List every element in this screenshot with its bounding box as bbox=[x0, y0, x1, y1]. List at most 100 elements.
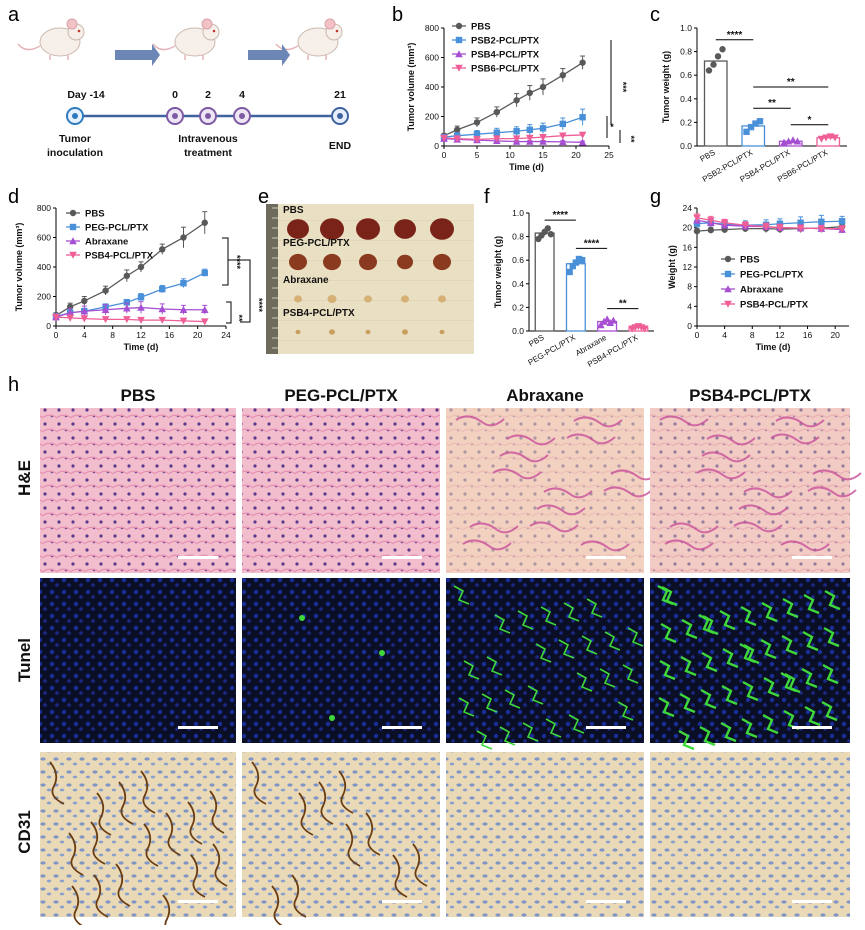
tunel-signal bbox=[504, 689, 521, 709]
y-tick-label: 0.0 bbox=[680, 141, 692, 151]
tunel-signal bbox=[702, 614, 719, 636]
vessel-stain bbox=[318, 781, 334, 825]
tumor-specimen bbox=[323, 253, 341, 271]
tumor-specimen bbox=[329, 329, 335, 335]
sig-label: * bbox=[808, 115, 812, 126]
x-tick-label: 8 bbox=[750, 330, 755, 340]
timeline-node-dot bbox=[239, 113, 245, 119]
legend-label: PBS bbox=[740, 255, 760, 266]
tunel-signal bbox=[762, 713, 779, 735]
panel-letter-h: h bbox=[8, 374, 20, 396]
photo-row-label: PBS bbox=[283, 205, 304, 216]
arrow bbox=[248, 44, 290, 66]
legend-marker bbox=[69, 209, 77, 217]
data-point bbox=[526, 89, 533, 97]
legend-marker bbox=[724, 270, 732, 278]
data-point bbox=[179, 305, 188, 313]
tunel-signal bbox=[661, 585, 678, 607]
hist-row-tunel: Tunel bbox=[15, 637, 34, 683]
photo-row-label: Abraxane bbox=[283, 275, 329, 286]
tunel-signal bbox=[527, 685, 544, 705]
tunel-signal bbox=[760, 638, 777, 660]
panel-letter-a: a bbox=[8, 4, 20, 26]
data-point bbox=[101, 305, 110, 313]
data-point bbox=[609, 316, 618, 324]
data-point bbox=[539, 133, 547, 141]
y-tick-label: 0.8 bbox=[512, 232, 524, 242]
photo-row-label: PEG-PCL/PTX bbox=[283, 238, 350, 249]
fiber bbox=[780, 540, 830, 552]
data-point bbox=[493, 129, 500, 136]
panel-letter-b: b bbox=[392, 4, 404, 26]
data-point bbox=[526, 126, 533, 133]
chart-d: 0 200 400 600 800 0 4 8 12 16 20 24 Time (d) Tumor vo… bbox=[14, 203, 264, 352]
data-point bbox=[513, 128, 520, 135]
data-point bbox=[473, 136, 481, 144]
x-tick-label: 0 bbox=[695, 330, 700, 340]
data-point bbox=[720, 219, 729, 227]
vessel-stain bbox=[165, 812, 181, 856]
timeline-node-dot bbox=[72, 113, 78, 119]
data-point bbox=[838, 218, 846, 225]
data-point bbox=[453, 135, 461, 143]
bar bbox=[703, 60, 728, 147]
vessel-stain bbox=[90, 821, 106, 865]
bar bbox=[816, 137, 841, 147]
vessel-stain bbox=[298, 792, 314, 836]
tunel-signal bbox=[463, 660, 480, 680]
data-point bbox=[80, 307, 89, 315]
data-point bbox=[201, 219, 208, 226]
x-tick-label: 12 bbox=[775, 330, 785, 340]
histology-grid bbox=[40, 408, 862, 930]
panel-letter-e: e bbox=[258, 186, 270, 208]
data-point bbox=[579, 59, 586, 66]
data-point bbox=[512, 135, 521, 143]
photo-row-label: PSB4-PCL/PTX bbox=[283, 308, 355, 319]
stage-label: END bbox=[329, 140, 352, 152]
legend-marker bbox=[69, 223, 77, 231]
x-axis-title: Time (d) bbox=[509, 162, 544, 172]
stroma-overlay bbox=[650, 408, 850, 573]
data-point bbox=[762, 223, 770, 231]
sig-label: **** bbox=[584, 238, 600, 249]
mouse-ear bbox=[324, 18, 336, 30]
data-point bbox=[640, 325, 649, 333]
tunel-signal bbox=[781, 634, 798, 656]
tunel-signal bbox=[722, 647, 739, 669]
vessel-stain bbox=[345, 823, 361, 867]
legend-marker bbox=[724, 255, 732, 263]
tunel-signal bbox=[617, 701, 634, 721]
y-tick-label: 0 bbox=[687, 321, 692, 331]
y-tick-label: 0.8 bbox=[680, 47, 692, 57]
scale-bar bbox=[586, 556, 626, 559]
data-point bbox=[714, 53, 722, 60]
data-point bbox=[741, 222, 750, 230]
day-label: 4 bbox=[239, 89, 245, 101]
tunel-signal bbox=[379, 650, 385, 656]
sig-label: ** bbox=[234, 314, 244, 322]
data-point bbox=[159, 285, 166, 293]
data-point bbox=[793, 137, 802, 145]
scale-bar bbox=[586, 726, 626, 729]
legend-marker bbox=[69, 251, 77, 259]
tumor-specimen bbox=[327, 294, 337, 304]
data-point bbox=[123, 299, 131, 306]
x-axis-title: Time (d) bbox=[124, 342, 159, 352]
stage-label: Intravenous bbox=[178, 133, 238, 145]
tunel-signal bbox=[453, 585, 470, 605]
tunel-signal bbox=[535, 643, 552, 663]
stage-label: Tumor bbox=[59, 133, 91, 145]
data-point bbox=[101, 316, 110, 324]
data-point bbox=[66, 308, 74, 316]
data-point bbox=[180, 280, 187, 287]
sig-bracket bbox=[226, 301, 232, 324]
data-point bbox=[493, 108, 500, 116]
tumor-specimen bbox=[289, 253, 307, 271]
x-tick-label: 16 bbox=[165, 330, 175, 340]
tunel-signal bbox=[586, 598, 603, 618]
mouse-eye bbox=[335, 29, 339, 33]
fiber bbox=[701, 451, 751, 463]
y-tick-label: 0.6 bbox=[512, 255, 524, 265]
y-tick-label: 0.2 bbox=[680, 117, 692, 127]
sig-label: * bbox=[610, 122, 614, 132]
